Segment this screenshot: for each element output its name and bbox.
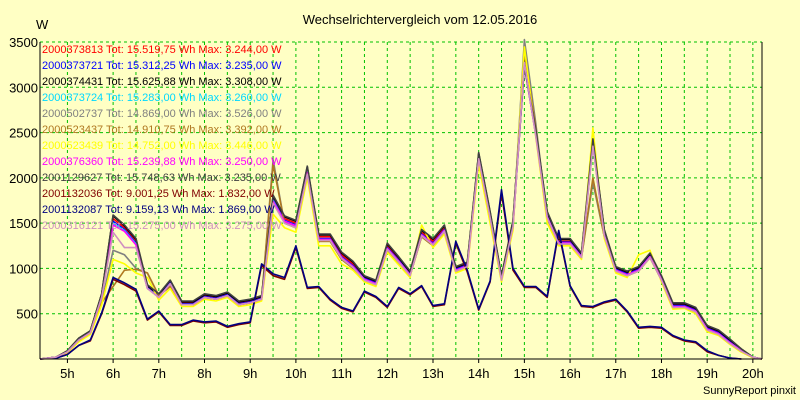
legend-entry: 2000523439 Tot: 14.752,00 Wh Max: 3.446,… <box>42 140 282 152</box>
y-tick-label: 3500 <box>9 35 38 50</box>
legend-entry: 2001132087 Tot: 9.159,13 Wh Max: 1.869,0… <box>42 204 275 216</box>
legend: 2000373813 Tot: 15.519,75 Wh Max: 3.244,… <box>42 44 282 232</box>
legend-entry: 2000373721 Tot: 15.312,25 Wh Max: 3.235,… <box>42 60 282 72</box>
x-tick-label: 11h <box>331 366 352 381</box>
y-tick-label: 2000 <box>9 171 38 186</box>
legend-entry: 2000376360 Tot: 15.239,88 Wh Max: 3.250,… <box>42 156 282 168</box>
y-tick-label: 1000 <box>9 261 38 276</box>
x-tick-label: 17h <box>605 366 627 381</box>
series-line <box>39 188 742 360</box>
y-tick-labels: 500 1000 1500 2000 2500 3000 3500 <box>9 35 38 322</box>
x-tick-label: 18h <box>651 366 673 381</box>
y-tick-label: 500 <box>16 307 38 322</box>
plot-area <box>40 42 762 359</box>
footer-credit: SunnyReport pinxit <box>703 385 796 397</box>
x-tick-label: 16h <box>559 366 581 381</box>
grid <box>40 41 762 359</box>
x-tick-label: 14h <box>468 366 490 381</box>
x-tick-label: 19h <box>696 366 718 381</box>
series-lines <box>39 38 763 360</box>
x-tick-label: 7h <box>152 366 166 381</box>
x-tick-label: 15h <box>514 366 536 381</box>
legend-entry: 2000373724 Tot: 15.283,00 Wh Max: 3.260,… <box>42 92 282 104</box>
series-line <box>39 46 763 360</box>
legend-entry: 2000373813 Tot: 15.519,75 Wh Max: 3.244,… <box>42 44 282 56</box>
axes <box>39 42 763 363</box>
legend-entry: 2000502737 Tot: 14.869,00 Wh Max: 3.526,… <box>42 108 282 120</box>
legend-entry: 2000316121 Tot: 15.275,00 Wh Max: 3.275,… <box>42 220 282 232</box>
x-tick-label: 13h <box>422 366 444 381</box>
series-line <box>39 65 763 360</box>
y-tick-label: 2500 <box>9 126 38 141</box>
legend-entry: 2000523437 Tot: 14.910,75 Wh Max: 3.392,… <box>42 124 282 136</box>
legend-entry: 2000374431 Tot: 15.625,88 Wh Max: 3.308,… <box>42 76 282 88</box>
x-tick-labels: 5h 6h 7h 8h 9h 10h 11h 12h 13h 14h 15h 16h 17h 18h 19h… <box>60 366 764 381</box>
legend-entry: 2001129627 Tot: 15.748,63 Wh Max: 3.235,… <box>42 172 281 184</box>
x-tick-label: 5h <box>60 366 74 381</box>
chart-title: Wechselrichtervergleich vom 12.05.2016 <box>303 12 538 27</box>
legend-entry: 2001132036 Tot: 9.001,25 Wh Max: 1.832,0… <box>42 188 275 200</box>
x-tick-label: 8h <box>197 366 211 381</box>
y-axis-unit: W <box>36 17 49 32</box>
x-tick-label: 10h <box>285 366 307 381</box>
y-tick-label: 3000 <box>9 80 38 95</box>
x-tick-label: 20h <box>742 366 764 381</box>
series-line <box>39 61 763 360</box>
x-tick-label: 6h <box>106 366 120 381</box>
x-tick-label: 12h <box>376 366 398 381</box>
x-tick-label: 9h <box>243 366 257 381</box>
y-tick-label: 1500 <box>9 216 38 231</box>
